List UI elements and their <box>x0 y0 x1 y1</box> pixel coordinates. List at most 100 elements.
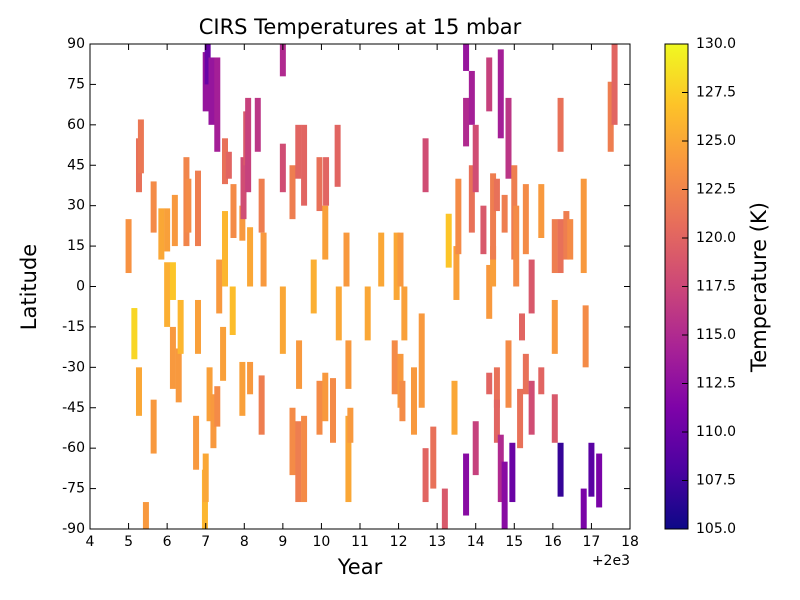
segment <box>279 286 286 354</box>
segment <box>455 178 462 255</box>
segment <box>505 97 512 179</box>
segment <box>607 81 614 152</box>
x-tick-label: 14 <box>467 534 485 550</box>
segment <box>453 246 460 300</box>
colorbar-tick-label: 110.0 <box>696 424 736 440</box>
segment <box>463 97 470 147</box>
x-tick-label: 4 <box>86 534 95 550</box>
x-tick-label: 5 <box>124 534 133 550</box>
segment <box>202 453 209 503</box>
segment <box>399 380 406 422</box>
segment <box>509 442 516 503</box>
colorbar-tick-label: 117.5 <box>696 279 736 295</box>
colorbar-tick-label: 105.0 <box>696 521 736 537</box>
segment <box>330 378 336 443</box>
segment <box>195 299 201 354</box>
segment <box>580 488 587 529</box>
segment <box>422 448 429 503</box>
segment <box>239 205 246 241</box>
segment <box>158 208 165 260</box>
segment <box>486 264 493 319</box>
segment <box>345 340 352 389</box>
segment <box>245 97 252 193</box>
segment <box>551 219 558 274</box>
segment <box>279 143 286 193</box>
segment <box>497 434 504 503</box>
segment <box>135 367 142 416</box>
segment <box>214 57 221 152</box>
segment <box>513 205 520 287</box>
x-tick-label: 7 <box>201 534 210 550</box>
y-tick-label: -30 <box>62 359 85 375</box>
segment <box>490 173 497 260</box>
x-tick-label: 17 <box>583 534 601 550</box>
segment <box>334 124 341 187</box>
chart-title: CIRS Temperatures at 15 mbar <box>199 15 522 39</box>
segment <box>258 178 265 233</box>
segment <box>193 415 200 470</box>
segment <box>310 259 317 314</box>
segment <box>480 205 487 255</box>
segment <box>441 488 448 529</box>
segment <box>551 299 558 354</box>
segment <box>322 205 329 260</box>
segment <box>208 57 215 125</box>
segment <box>343 232 350 287</box>
x-tick-label: 10 <box>313 534 331 550</box>
segment <box>137 119 144 174</box>
x-tick-label: 13 <box>428 534 446 550</box>
segment <box>164 208 171 252</box>
segment <box>260 232 267 287</box>
segment <box>528 380 535 435</box>
segment <box>563 211 570 260</box>
x-tick-label: 9 <box>278 534 287 550</box>
segment <box>247 227 254 287</box>
y-tick-label: 45 <box>67 157 85 173</box>
segment <box>175 348 182 403</box>
segment <box>430 426 437 489</box>
segment <box>323 157 330 206</box>
segment <box>493 399 500 443</box>
segment <box>517 388 524 449</box>
x-tick-label: 18 <box>621 534 639 550</box>
segment <box>169 326 176 389</box>
segment <box>225 151 232 179</box>
segment <box>472 421 479 476</box>
segment <box>538 184 545 238</box>
segment <box>222 211 228 287</box>
segment <box>125 219 132 274</box>
segment <box>519 313 525 341</box>
plot-area <box>125 44 618 529</box>
segment <box>611 44 618 125</box>
segment <box>230 184 237 238</box>
x-tick-label: 16 <box>544 534 562 550</box>
segment <box>239 361 246 416</box>
segment <box>422 138 429 193</box>
x-tick-label: 6 <box>163 534 172 550</box>
x-tick-label: 11 <box>351 534 369 550</box>
segment <box>463 453 470 516</box>
segment <box>204 44 211 85</box>
colorbar-label: Temperature (K) <box>747 202 771 373</box>
segment <box>596 453 603 508</box>
segment <box>522 353 529 395</box>
segment <box>588 442 595 497</box>
segment <box>528 259 535 314</box>
segment <box>580 178 587 274</box>
segment <box>501 194 508 233</box>
x-tick-label: 8 <box>240 534 249 550</box>
segment <box>229 286 236 335</box>
segment <box>220 326 227 381</box>
segment <box>551 394 558 443</box>
y-tick-label: -45 <box>62 400 85 416</box>
segment <box>557 219 564 274</box>
y-axis-label: Latitude <box>17 244 41 330</box>
segment <box>451 380 458 435</box>
segment <box>214 386 221 427</box>
y-tick-label: 30 <box>67 198 85 214</box>
segment <box>497 49 504 139</box>
segment <box>295 421 302 503</box>
colorbar-tick-label: 125.0 <box>696 133 736 149</box>
segment <box>289 407 296 476</box>
segment <box>463 44 470 71</box>
